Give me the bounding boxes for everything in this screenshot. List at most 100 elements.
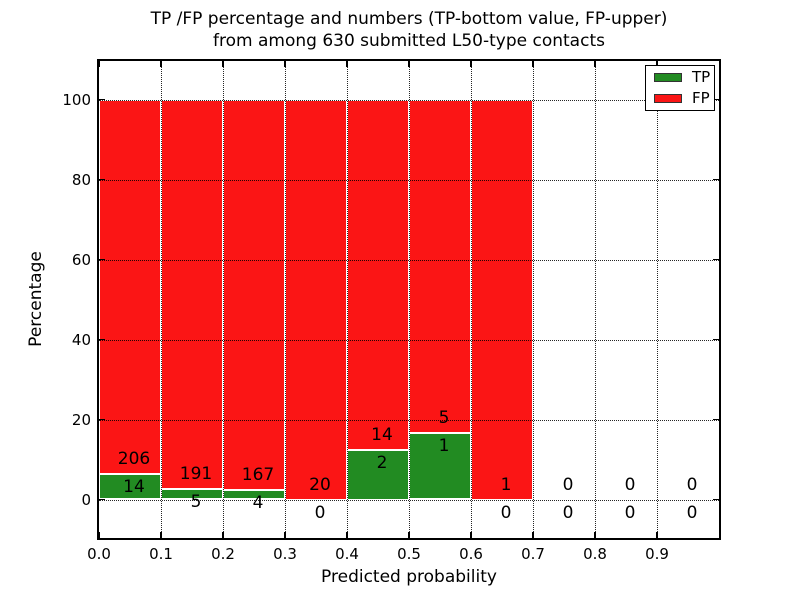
y-tick-mark-right <box>713 338 719 341</box>
y-tick-mark-right <box>713 98 719 101</box>
x-tick-mark-top <box>284 61 286 67</box>
x-tick-label: 0.0 <box>87 545 111 563</box>
x-tick-label: 0.7 <box>521 545 545 563</box>
x-tick-mark-top <box>222 61 224 67</box>
horizontal-gridline <box>99 99 719 101</box>
y-tick-mark <box>99 98 105 101</box>
chart-title: TP /FP percentage and numbers (TP-bottom… <box>99 8 719 52</box>
x-tick-label: 0.9 <box>645 545 669 563</box>
x-tick-mark <box>160 532 162 538</box>
tp-count-label: 0 <box>500 502 512 523</box>
fp-bar-segment <box>99 99 161 475</box>
y-tick-label: 80 <box>71 170 91 189</box>
x-tick-mark <box>532 532 534 538</box>
y-tick-label: 20 <box>71 410 91 429</box>
fp-count-label: 0 <box>624 474 636 495</box>
x-tick-label: 0.5 <box>397 545 421 563</box>
fp-count-label: 1 <box>500 474 512 495</box>
x-tick-label: 0.3 <box>273 545 297 563</box>
x-axis-label: Predicted probability <box>321 567 497 587</box>
legend: TP FP <box>645 65 715 111</box>
y-tick-mark <box>99 178 105 181</box>
y-tick-mark-right <box>713 498 719 501</box>
legend-row-fp: FP <box>646 89 714 107</box>
fp-bar-segment <box>347 99 409 450</box>
fp-count-label: 167 <box>241 465 275 486</box>
fp-bar-segment <box>471 99 533 500</box>
x-tick-mark-top <box>532 61 534 67</box>
x-tick-mark-top <box>408 61 410 67</box>
fp-count-label: 5 <box>438 407 450 428</box>
y-tick-label: 60 <box>71 250 91 269</box>
horizontal-gridline <box>99 499 719 501</box>
y-tick-mark <box>99 498 105 501</box>
y-tick-mark <box>99 258 105 261</box>
tp-count-label: 0 <box>624 502 636 523</box>
vertical-gridline <box>223 61 224 538</box>
vertical-gridline <box>471 61 472 538</box>
x-tick-label: 0.6 <box>459 545 483 563</box>
x-tick-mark <box>346 532 348 538</box>
fp-count-label: 14 <box>371 424 393 445</box>
vertical-gridline <box>161 61 162 538</box>
y-tick-label: 40 <box>71 330 91 349</box>
x-tick-mark-top <box>470 61 472 67</box>
x-tick-label: 0.1 <box>149 545 173 563</box>
tp-count-label: 4 <box>252 493 264 514</box>
legend-row-tp: TP <box>646 69 714 87</box>
horizontal-gridline <box>99 419 719 421</box>
x-tick-mark <box>222 532 224 538</box>
x-tick-mark-top <box>160 61 162 67</box>
x-tick-mark-top <box>346 61 348 67</box>
horizontal-gridline <box>99 339 719 341</box>
tp-count-label: 5 <box>190 492 202 513</box>
tp-count-label: 2 <box>376 452 388 473</box>
fp-bar-segment <box>409 99 471 433</box>
fp-count-label: 20 <box>309 474 331 495</box>
fp-legend-swatch <box>654 93 682 103</box>
y-tick-mark-right <box>713 418 719 421</box>
x-tick-mark <box>408 532 410 538</box>
x-tick-label: 0.8 <box>583 545 607 563</box>
fp-bar-segment <box>161 99 223 490</box>
fp-count-label: 206 <box>117 449 151 470</box>
x-tick-mark <box>470 532 472 538</box>
fp-bar-segment <box>285 99 347 500</box>
y-tick-label: 0 <box>81 490 91 509</box>
tp-bar-segment <box>347 449 409 500</box>
y-tick-mark <box>99 338 105 341</box>
vertical-gridline <box>595 61 596 538</box>
fp-bar-segment <box>223 99 285 491</box>
horizontal-gridline <box>99 179 719 181</box>
vertical-gridline <box>533 61 534 538</box>
x-tick-mark <box>594 532 596 538</box>
x-tick-mark-top <box>98 61 100 67</box>
x-tick-mark-top <box>594 61 596 67</box>
tp-count-label: 0 <box>686 502 698 523</box>
tp-legend-swatch <box>654 73 682 83</box>
tp-legend-label: TP <box>692 68 711 87</box>
y-tick-mark <box>99 418 105 421</box>
chart-title-line1: TP /FP percentage and numbers (TP-bottom… <box>150 9 668 29</box>
x-tick-mark <box>284 532 286 538</box>
tp-count-label: 14 <box>123 477 145 498</box>
fp-legend-label: FP <box>692 88 710 107</box>
y-tick-label: 100 <box>62 90 91 109</box>
x-tick-label: 0.4 <box>335 545 359 563</box>
vertical-gridline <box>285 61 286 538</box>
fp-count-label: 191 <box>179 464 213 485</box>
fp-count-label: 0 <box>562 474 574 495</box>
x-tick-mark <box>98 532 100 538</box>
tp-count-label: 0 <box>314 502 326 523</box>
tp-bar-segment <box>99 474 161 500</box>
chart-title-line2: from among 630 submitted L50-type contac… <box>213 31 605 51</box>
horizontal-gridline <box>99 259 719 261</box>
tp-count-label: 0 <box>562 502 574 523</box>
x-tick-mark <box>656 532 658 538</box>
vertical-gridline <box>657 61 658 538</box>
y-tick-mark-right <box>713 258 719 261</box>
vertical-gridline <box>409 61 410 538</box>
tp-count-label: 1 <box>438 435 450 456</box>
x-tick-mark-top <box>656 61 658 67</box>
